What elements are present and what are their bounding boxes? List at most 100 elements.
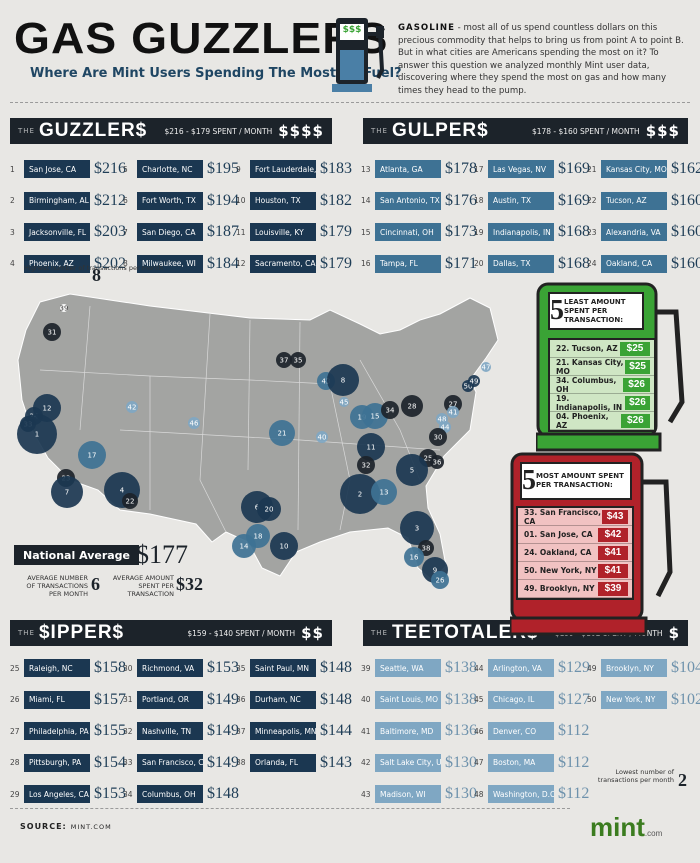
map-marker[interactable]: 5	[396, 454, 428, 486]
section-dollars: $$	[301, 624, 324, 642]
city-price: $168	[558, 223, 590, 240]
city-row: 18 Austin, TX $169	[474, 190, 590, 212]
city-name: Denver, CO	[488, 722, 554, 740]
city-row: 11 Louisville, KY $179	[236, 221, 352, 243]
map-marker[interactable]: 32	[357, 456, 375, 474]
map-marker[interactable]: 17	[78, 441, 106, 469]
city-name: Madison, WI	[375, 785, 441, 803]
city-name: Richmond, VA	[137, 659, 203, 677]
map-marker[interactable]: 42	[126, 401, 138, 413]
least-title: LEAST AMOUNT SPENT PER TRANSACTION:	[564, 297, 626, 324]
map-marker[interactable]: 47	[481, 362, 491, 372]
city-row: 48 Washington, D.C. $112	[474, 783, 589, 805]
map-marker-circle	[468, 375, 480, 387]
city-row: 10 Houston, TX $182	[236, 190, 352, 212]
map-marker-label: 17	[88, 452, 97, 460]
map-marker-circle	[269, 420, 295, 446]
city-row: 50 New York, NY $102	[587, 689, 700, 711]
city-row: 41 Baltimore, MD $136	[361, 720, 477, 742]
city-price: $162	[671, 160, 700, 177]
city-rank: 14	[361, 196, 371, 205]
map-marker[interactable]: 7	[51, 476, 83, 508]
map-marker[interactable]: 21	[269, 420, 295, 446]
map-marker[interactable]: 46	[188, 417, 200, 429]
map-marker[interactable]: 34	[381, 401, 399, 419]
city-name: Baltimore, MD	[375, 722, 441, 740]
map-marker[interactable]: 10	[270, 532, 298, 560]
map-marker[interactable]: 31	[43, 323, 61, 341]
city-price: $178	[445, 160, 477, 177]
city-name: San Francisco, CA	[137, 753, 203, 772]
box-value: $41	[598, 563, 628, 578]
map-marker[interactable]: 37	[276, 352, 292, 368]
map-marker[interactable]: 30	[429, 428, 447, 446]
city-name: Arlington, VA	[488, 659, 554, 677]
map-marker[interactable]: 14	[232, 534, 256, 558]
map-marker[interactable]: 13	[371, 479, 397, 505]
map-marker[interactable]: 20	[257, 497, 281, 521]
least-title-box: 5 LEAST AMOUNT SPENT PER TRANSACTION:	[548, 292, 644, 330]
map-marker-label: 32	[362, 462, 371, 470]
city-rank: 35	[236, 663, 246, 673]
map-marker-label: 26	[436, 577, 445, 585]
map-marker[interactable]: 36	[430, 455, 444, 469]
map-marker-circle	[340, 474, 380, 514]
map-marker[interactable]: 3	[400, 511, 434, 545]
map-marker[interactable]: 2	[340, 474, 380, 514]
city-row: 46 Denver, CO $112	[474, 720, 589, 742]
map-marker[interactable]: 49	[468, 375, 480, 387]
map-marker-circle	[429, 428, 447, 446]
mint-logo[interactable]: mint.com	[590, 812, 662, 843]
map-marker[interactable]: 16	[404, 547, 424, 567]
section-range: $216 - $179 SPENT / MONTH	[164, 126, 273, 136]
city-row: 33 San Francisco, CA $149	[123, 752, 239, 774]
map-marker-circle	[396, 454, 428, 486]
divider	[10, 102, 690, 103]
map-marker[interactable]: 35	[290, 352, 306, 368]
map-marker[interactable]: 28	[401, 395, 423, 417]
city-name: Los Angeles, CA	[24, 785, 90, 803]
box-row: 34. Columbus, OH $26	[550, 376, 654, 394]
map-marker[interactable]: 45	[339, 397, 349, 407]
city-row: 38 Orlanda, FL $143	[236, 752, 352, 774]
state-lines	[39, 305, 441, 533]
city-row: 31 Portland, OR $149	[123, 689, 239, 711]
map-marker[interactable]: 40	[316, 431, 328, 443]
map-marker[interactable]: 8	[327, 364, 359, 396]
map-marker-label: 28	[408, 403, 417, 411]
map-marker-circle	[316, 431, 328, 443]
section-name: GUZZLER$	[38, 120, 148, 141]
city-rank: 50	[587, 695, 597, 704]
map-marker[interactable]: 39	[60, 304, 69, 313]
city-name: Alexandria, VA	[601, 223, 667, 241]
city-name: Fort Lauderdale, FL	[250, 160, 316, 178]
map-marker[interactable]: 41	[447, 406, 459, 418]
highest-label: Highest number of transactions per month	[24, 264, 163, 272]
gas-pump-icon	[332, 18, 385, 92]
box-row: 24. Oakland, CA $41	[518, 544, 632, 562]
city-rank: 48	[474, 789, 484, 799]
city-price: $168	[558, 254, 590, 272]
city-name: Oakland, CA	[601, 254, 667, 273]
box-value: $26	[620, 413, 650, 428]
map-marker-label: 45	[340, 399, 349, 407]
city-price: $182	[320, 191, 352, 209]
map-marker-label: 49	[470, 378, 479, 386]
map-marker-label: 4	[120, 487, 125, 495]
city-name: San Diego, CA	[137, 223, 203, 241]
city-rank: 3	[10, 227, 15, 237]
section-the: THE	[371, 629, 388, 637]
map-marker[interactable]: 1	[17, 414, 57, 454]
city-rank: 5	[123, 164, 128, 174]
city-row: 9 Fort Lauderdale, FL$183	[236, 158, 352, 180]
box-value: $39	[598, 581, 628, 596]
box-row: 22. Tucson, AZ $25	[550, 340, 654, 358]
map-marker-circle	[481, 362, 491, 372]
map-marker[interactable]: 11	[357, 433, 385, 461]
map-marker[interactable]: 26	[431, 571, 449, 589]
map-marker[interactable]: 22	[122, 493, 138, 509]
city-rank: 25	[10, 663, 20, 673]
city-rank: 8	[123, 259, 128, 268]
city-name: Jacksonville, FL	[24, 223, 90, 241]
city-row: 44 Arlington, VA $129	[474, 657, 590, 679]
